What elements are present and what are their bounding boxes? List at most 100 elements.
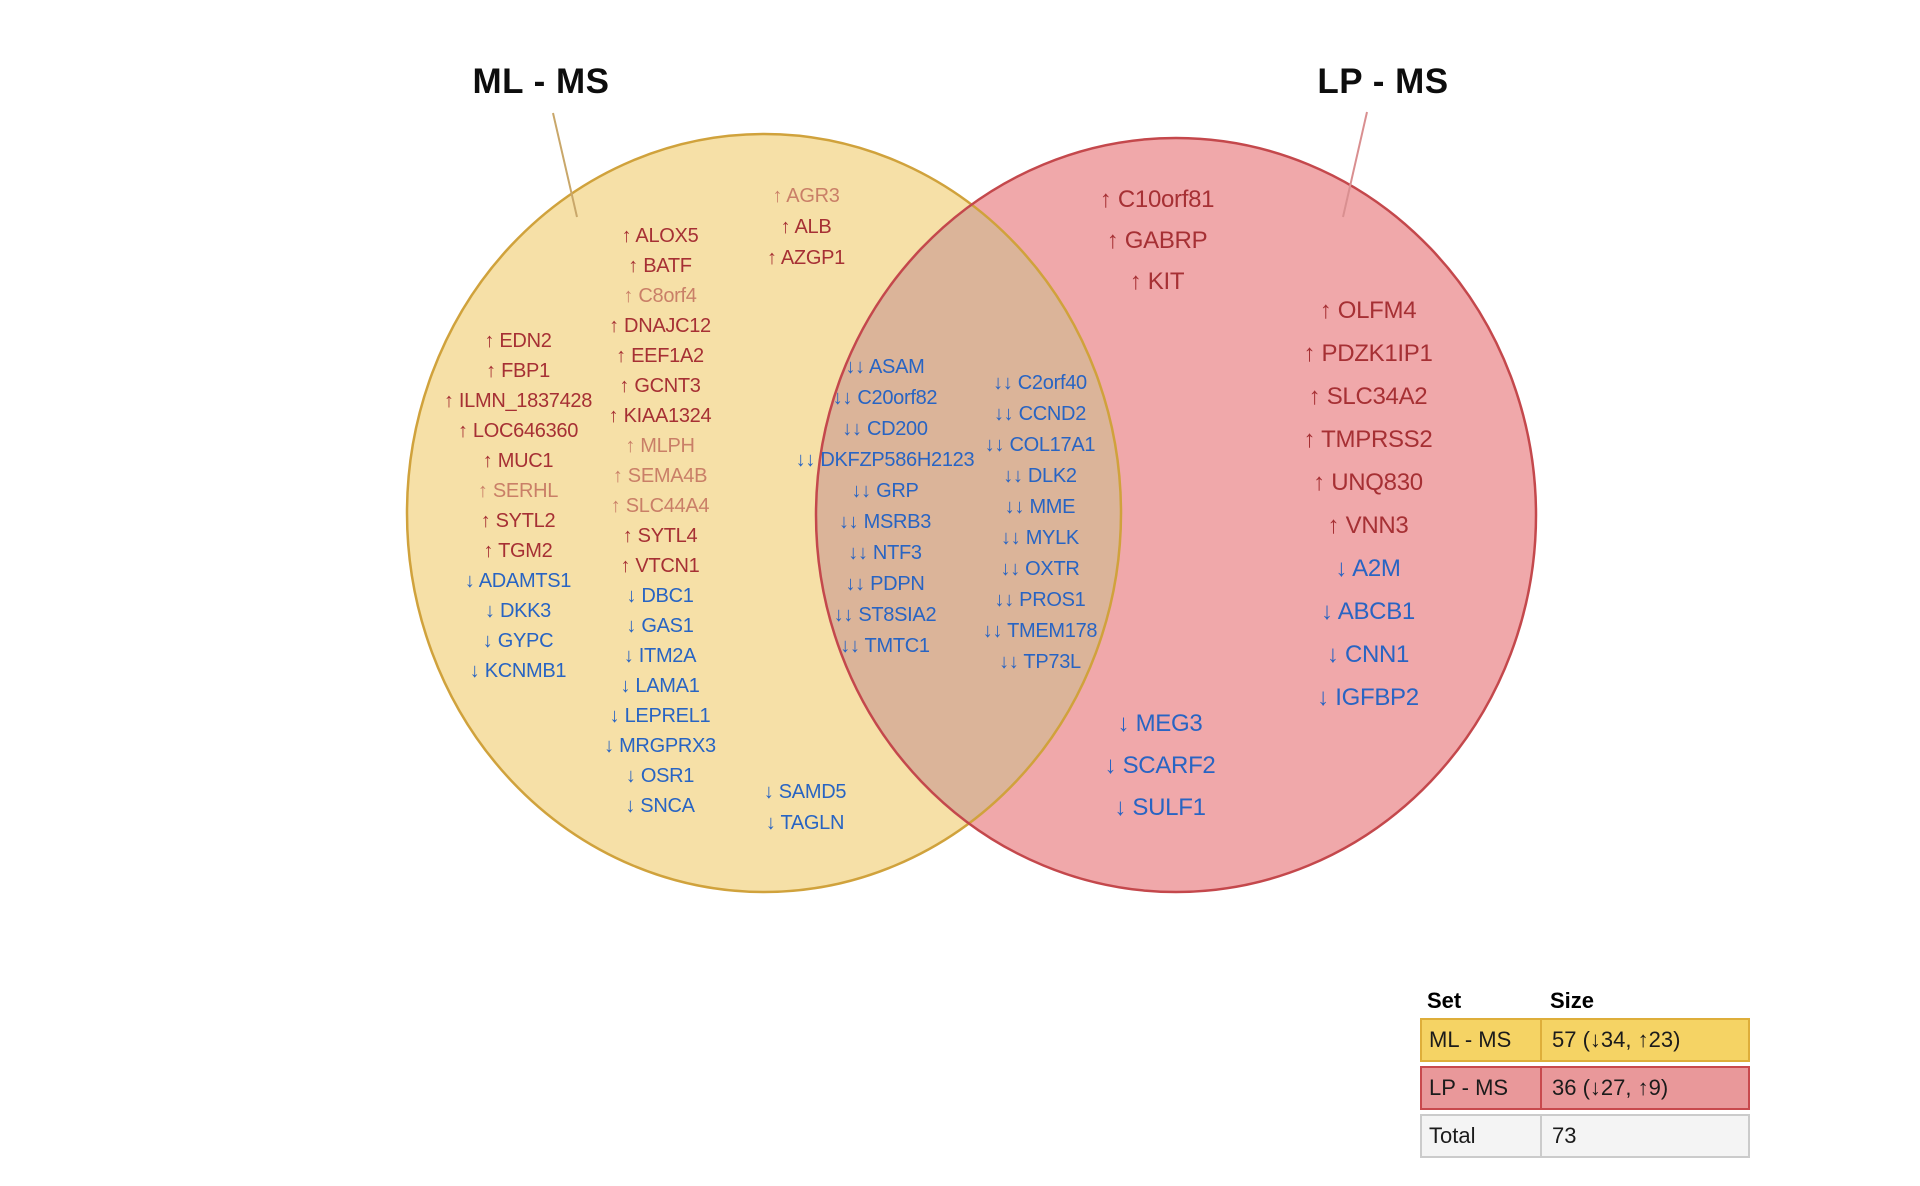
- gene-label-SYTL4: ↑ SYTL4: [622, 525, 698, 547]
- gene-label-SNCA: ↓ SNCA: [625, 795, 695, 817]
- gene-label-TAGLN: ↓ TAGLN: [765, 811, 845, 834]
- gene-label-SLC34A2: ↑ SLC34A2: [1308, 382, 1428, 410]
- gene-label-DKFZP586H2123: ↓↓ DKFZP586H2123: [795, 448, 975, 471]
- gene-label-OLFM4: ↑ OLFM4: [1319, 296, 1417, 324]
- ml-bottom-group: ↓ SAMD5 ↓ TAGLN: [763, 777, 847, 839]
- table-header-set: Set: [1427, 988, 1462, 1013]
- gene-label-DLK2: ↓↓ DLK2: [1003, 464, 1077, 487]
- ml-leader-line: [552, 112, 578, 218]
- gene-label-IGFBP2: ↓ IGFBP2: [1317, 683, 1419, 711]
- table-row-lp: LP - MS 36 (↓27, ↑9): [1420, 1066, 1750, 1110]
- ml-top-group: ↑ AGR3 ↑ ALB ↑ AZGP1: [767, 181, 845, 274]
- gene-label-SERHL: ↑ SERHL: [477, 480, 559, 502]
- right-set-title: LP - MS: [1317, 62, 1449, 101]
- gene-label-MUC1: ↑ MUC1: [482, 450, 554, 472]
- gene-label-OSR1: ↓ OSR1: [625, 765, 695, 787]
- gene-label-LAMA1: ↓ LAMA1: [620, 675, 700, 697]
- gene-label-ITM2A: ↓ ITM2A: [623, 645, 697, 667]
- gene-label-CNN1: ↓ CNN1: [1326, 640, 1410, 668]
- gene-label-PDZK1IP1: ↑ PDZK1IP1: [1303, 339, 1433, 367]
- table-cell-set: LP - MS: [1429, 1075, 1509, 1100]
- gene-label-TMPRSS2: ↑ TMPRSS2: [1303, 425, 1433, 453]
- gene-label-TGM2: ↑ TGM2: [483, 540, 553, 562]
- gene-label-SAMD5: ↓ SAMD5: [763, 780, 847, 803]
- gene-label-CCND2: ↓↓ CCND2: [993, 402, 1087, 425]
- gene-label-BATF: ↑ BATF: [628, 255, 692, 277]
- gene-label-SYTL2: ↑ SYTL2: [480, 510, 556, 532]
- lp-bottom-group: ↓ MEG3 ↓ SCARF2 ↓ SULF1: [1105, 703, 1216, 829]
- left-circle-outline: [405, 132, 1123, 894]
- table-body: ML - MS 57 (↓34, ↑23) LP - MS 36 (↓27, ↑9) T…: [1420, 1018, 1750, 1158]
- gene-label-EDN2: ↑ EDN2: [484, 330, 552, 352]
- gene-label-PDPN: ↓↓ PDPN: [845, 572, 925, 595]
- table-header-row: Set Size: [1420, 984, 1750, 1018]
- gene-label-KIT: ↑ KIT: [1129, 267, 1185, 295]
- gene-label-ALOX5: ↑ ALOX5: [621, 225, 699, 247]
- lp-top-group: ↑ C10orf81 ↑ GABRP ↑ KIT: [1099, 179, 1215, 302]
- gene-label-VNN3: ↑ VNN3: [1327, 511, 1409, 539]
- gene-label-CD200: ↓↓ CD200: [842, 417, 928, 440]
- table-cell-size: 36 (↓27, ↑9): [1540, 1068, 1744, 1108]
- table-cell-size: 73: [1540, 1116, 1744, 1156]
- gene-label-TMTC1: ↓↓ TMTC1: [840, 634, 930, 657]
- gene-label-C20orf82: ↓↓ C20orf82: [832, 386, 938, 409]
- table-row-total: Total 73: [1420, 1114, 1750, 1158]
- table-row-ml: ML - MS 57 (↓34, ↑23): [1420, 1018, 1750, 1062]
- gene-label-ABCB1: ↓ ABCB1: [1321, 597, 1415, 625]
- gene-label-AZGP1: ↑ AZGP1: [767, 246, 845, 269]
- gene-label-KIAA1324: ↑ KIAA1324: [608, 405, 712, 427]
- gene-label-GABRP: ↑ GABRP: [1106, 226, 1208, 254]
- lp-leader-line: [1342, 111, 1368, 218]
- gene-label-C10orf81: ↑ C10orf81: [1099, 185, 1215, 213]
- ml-left-column: ↑ EDN2 ↑ FBP1 ↑ ILMN_1837428 ↑ LOC646360 ↑ M…: [444, 326, 592, 686]
- overlap-region: [816, 138, 1121, 892]
- gene-label-SLC44A4: ↑ SLC44A4: [610, 495, 710, 517]
- overlap-left-column: ↓↓ ASAM ↓↓ C20orf82 ↓↓ CD200 ↓↓ DKFZP586H21…: [796, 352, 975, 662]
- table-header-size: Size: [1550, 988, 1595, 1013]
- gene-label-MME: ↓↓ MME: [1004, 495, 1076, 518]
- gene-label-SULF1: ↓ SULF1: [1114, 794, 1206, 821]
- gene-label-TMEM178: ↓↓ TMEM178: [982, 619, 1098, 642]
- gene-label-COL17A1: ↓↓ COL17A1: [984, 433, 1096, 456]
- right-circle-outline: [814, 136, 1538, 894]
- gene-label-A2M: ↓ A2M: [1335, 554, 1401, 582]
- gene-label-ST8SIA2: ↓↓ ST8SIA2: [833, 603, 937, 626]
- gene-label-GRP: ↓↓ GRP: [851, 479, 919, 502]
- gene-label-DKK3: ↓ DKK3: [484, 600, 551, 622]
- gene-label-GCNT3: ↑ GCNT3: [619, 375, 701, 397]
- gene-label-TP73L: ↓↓ TP73L: [999, 650, 1081, 673]
- gene-label-C8orf4: ↑ C8orf4: [623, 285, 697, 307]
- gene-label-SEMA4B: ↑ SEMA4B: [612, 465, 708, 487]
- gene-label-KCNMB1: ↓ KCNMB1: [469, 660, 567, 682]
- table-cell-set: Total: [1429, 1123, 1476, 1148]
- gene-label-DNAJC12: ↑ DNAJC12: [609, 315, 711, 337]
- gene-label-MRGPRX3: ↓ MRGPRX3: [604, 735, 716, 757]
- gene-label-MLPH: ↑ MLPH: [625, 435, 695, 457]
- ml-mid-column: ↑ ALOX5 ↑ BATF ↑ C8orf4 ↑ DNAJC12 ↑ EEF1A2 ↑ …: [604, 221, 716, 821]
- left-set-title: ML - MS: [472, 62, 610, 101]
- gene-label-ALB: ↑ ALB: [780, 215, 832, 238]
- set-size-table: Set Size ML - MS 57 (↓34, ↑23) LP - MS 36 (…: [1420, 984, 1750, 1162]
- gene-label-VTCN1: ↑ VTCN1: [620, 555, 700, 577]
- gene-label-UNQ830: ↑ UNQ830: [1313, 468, 1423, 496]
- gene-label-C2orf40: ↓↓ C2orf40: [993, 371, 1087, 394]
- gene-label-MYLK: ↓↓ MYLK: [1001, 526, 1079, 549]
- gene-label-NTF3: ↓↓ NTF3: [848, 541, 922, 564]
- table-cell-set: ML - MS: [1429, 1027, 1512, 1052]
- gene-label-GAS1: ↓ GAS1: [626, 615, 694, 637]
- gene-label-ILMN_1837428: ↑ ILMN_1837428: [443, 390, 593, 412]
- gene-label-FBP1: ↑ FBP1: [486, 360, 550, 382]
- gene-label-AGR3: ↑ AGR3: [772, 184, 840, 207]
- gene-label-ADAMTS1: ↓ ADAMTS1: [464, 570, 572, 592]
- gene-label-LEPREL1: ↓ LEPREL1: [609, 705, 711, 727]
- table-cell-size: 57 (↓34, ↑23): [1540, 1020, 1744, 1060]
- gene-label-MSRB3: ↓↓ MSRB3: [838, 510, 932, 533]
- gene-label-GYPC: ↓ GYPC: [482, 630, 554, 652]
- gene-label-EEF1A2: ↑ EEF1A2: [616, 345, 704, 367]
- gene-label-MEG3: ↓ MEG3: [1117, 710, 1203, 737]
- gene-label-ASAM: ↓↓ ASAM: [845, 355, 925, 378]
- overlap-right-column: ↓↓ C2orf40 ↓↓ CCND2 ↓↓ COL17A1 ↓↓ DLK2 ↓↓ MM…: [982, 368, 1098, 678]
- lp-right-column: ↑ OLFM4 ↑ PDZK1IP1 ↑ SLC34A2 ↑ TMPRSS2 ↑ UNQ…: [1303, 289, 1432, 719]
